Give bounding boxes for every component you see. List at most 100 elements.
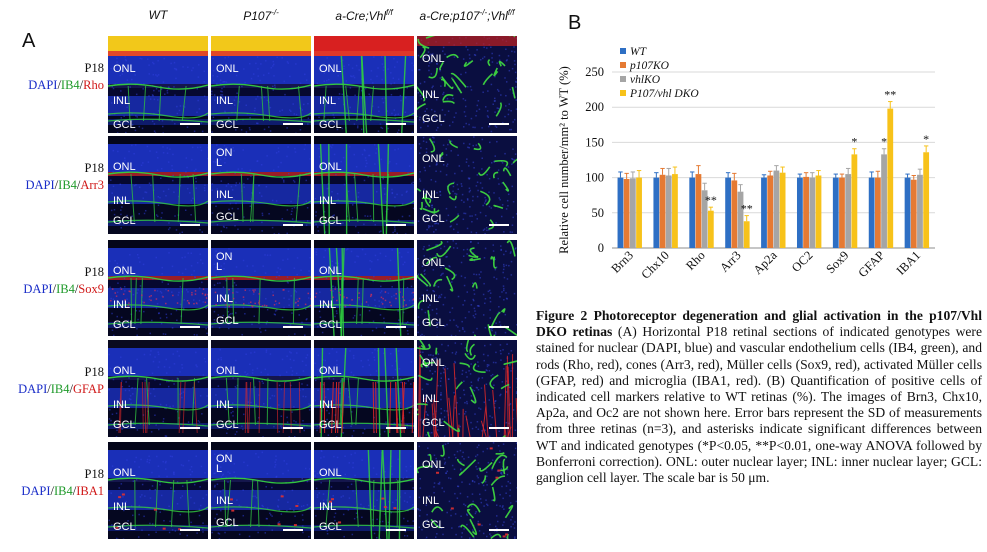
x-tick-label: Ap2a [751, 248, 780, 277]
stain-ib4: IB4 [58, 178, 77, 192]
layer-label-on: ON [216, 251, 233, 263]
micrograph-sox9-col2: ONL INL GCL [314, 240, 414, 336]
bar [887, 108, 894, 248]
stain-label: DAPI/IB4/GFAP [12, 381, 104, 398]
layer-label-inl: INL [113, 399, 131, 411]
y-tick-label: 100 [585, 171, 604, 185]
stain-separator: / [76, 178, 81, 192]
bar [707, 210, 714, 248]
scale-bar [386, 529, 406, 531]
layer-label-onl: ONL [319, 265, 342, 277]
bar [815, 175, 822, 248]
stain-separator: / [47, 382, 51, 396]
scale-bar [180, 224, 200, 226]
legend-swatch [620, 90, 626, 96]
bar [629, 178, 636, 248]
layer-label-inl: INL [319, 399, 337, 411]
layer-label-gcl: GCL [216, 119, 239, 131]
stain-marker: GFAP [72, 382, 104, 396]
y-tick-label: 50 [592, 206, 605, 220]
legend-swatch [620, 48, 626, 54]
layer-label-gcl: GCL [113, 521, 136, 533]
bar [832, 177, 839, 248]
layer-label-gcl: GCL [319, 119, 342, 131]
scale-bar [489, 123, 509, 125]
bar [803, 176, 809, 248]
bar [845, 174, 852, 248]
scale-bar [489, 529, 509, 531]
stain-ib4: IB4 [50, 382, 70, 396]
significance-marker: * [881, 135, 887, 149]
column-header-name2: ;Vhl [487, 9, 508, 23]
bar [737, 191, 744, 248]
column-header-0: WT [108, 8, 208, 22]
bar [779, 172, 786, 248]
stain-ib4: IB4 [56, 282, 75, 296]
y-tick-label: 200 [585, 100, 604, 114]
layer-label-gcl: GCL [422, 317, 445, 329]
bar [659, 174, 666, 248]
scale-bar [489, 326, 509, 328]
bar [868, 177, 875, 248]
stain-separator: / [69, 382, 73, 396]
legend-swatch [620, 76, 626, 82]
stain-separator: / [79, 78, 84, 92]
bar [839, 177, 845, 248]
row-label-gfap: P18 DAPI/IB4/GFAP [12, 364, 104, 398]
layer-label-inl: INL [113, 95, 131, 107]
scale-bar [283, 123, 303, 125]
y-tick-label: 0 [598, 241, 604, 255]
layer-label-onl: ONL [422, 257, 445, 269]
stain-label: DAPI/IB4/Arr3 [12, 177, 105, 194]
micrograph-iba1-col2: ONL INL GCL [314, 442, 414, 539]
layer-label-inl: INL [319, 95, 337, 107]
legend-label: WT [630, 46, 648, 58]
column-header-name: a-Cre;Vhl [335, 9, 386, 23]
layer-label-inl: INL [422, 293, 440, 305]
micrograph-rho-col0: ONL INL GCL [108, 36, 208, 133]
significance-marker: ** [884, 88, 896, 102]
layer-label-gcl: GCL [216, 517, 239, 529]
layer-label-onl: ONL [319, 63, 342, 75]
layer-label-gcl: GCL [113, 215, 136, 227]
x-tick-label: Brn3 [608, 248, 636, 276]
layer-label-gcl: GCL [319, 215, 342, 227]
layer-label-onl: ONL [319, 467, 342, 479]
layer-label-inl: INL [216, 495, 234, 507]
layer-label-l: L [216, 261, 223, 273]
micrograph-rho-col3: ONL INL GCL [417, 36, 517, 133]
layer-label-inl: INL [113, 299, 131, 311]
bar [874, 177, 881, 248]
significance-marker: * [851, 135, 857, 149]
layer-label-inl: INL [422, 495, 440, 507]
layer-label-onl: ONL [319, 365, 342, 377]
bar [796, 177, 803, 248]
column-header-sup: -/- [271, 8, 279, 17]
scale-bar [386, 427, 406, 429]
bar [809, 177, 816, 248]
stain-dapi: DAPI [23, 282, 53, 296]
stain-separator: / [72, 484, 77, 498]
bar [689, 177, 696, 248]
legend-swatch [620, 62, 626, 68]
micrograph-gfap-col3: ONL INL GCL [417, 340, 517, 437]
x-tick-label: GFAP [855, 248, 887, 280]
age-label: P18 [84, 467, 104, 481]
layer-label-onl: ONL [113, 63, 136, 75]
significance-marker: * [923, 132, 929, 146]
scale-bar [180, 529, 200, 531]
bar [917, 174, 923, 248]
age-label: P18 [84, 265, 104, 279]
micrograph-gfap-col0: ONL INL GCL [108, 340, 208, 437]
layer-label-gcl: GCL [422, 417, 445, 429]
y-tick-label: 150 [585, 135, 604, 149]
scale-bar [180, 123, 200, 125]
micrograph-gfap-col1: ONL INL GCL [211, 340, 311, 437]
stain-marker: IBA1 [76, 484, 104, 498]
bar [653, 177, 660, 248]
micrograph-sox9-col0: ONL INL GCL [108, 240, 208, 336]
stain-marker: Sox9 [78, 282, 104, 296]
micrograph-arr3-col1: ON L INL GCL [211, 136, 311, 234]
scale-bar [283, 427, 303, 429]
micrograph-arr3-col3: ONL INL GCL [417, 136, 517, 234]
